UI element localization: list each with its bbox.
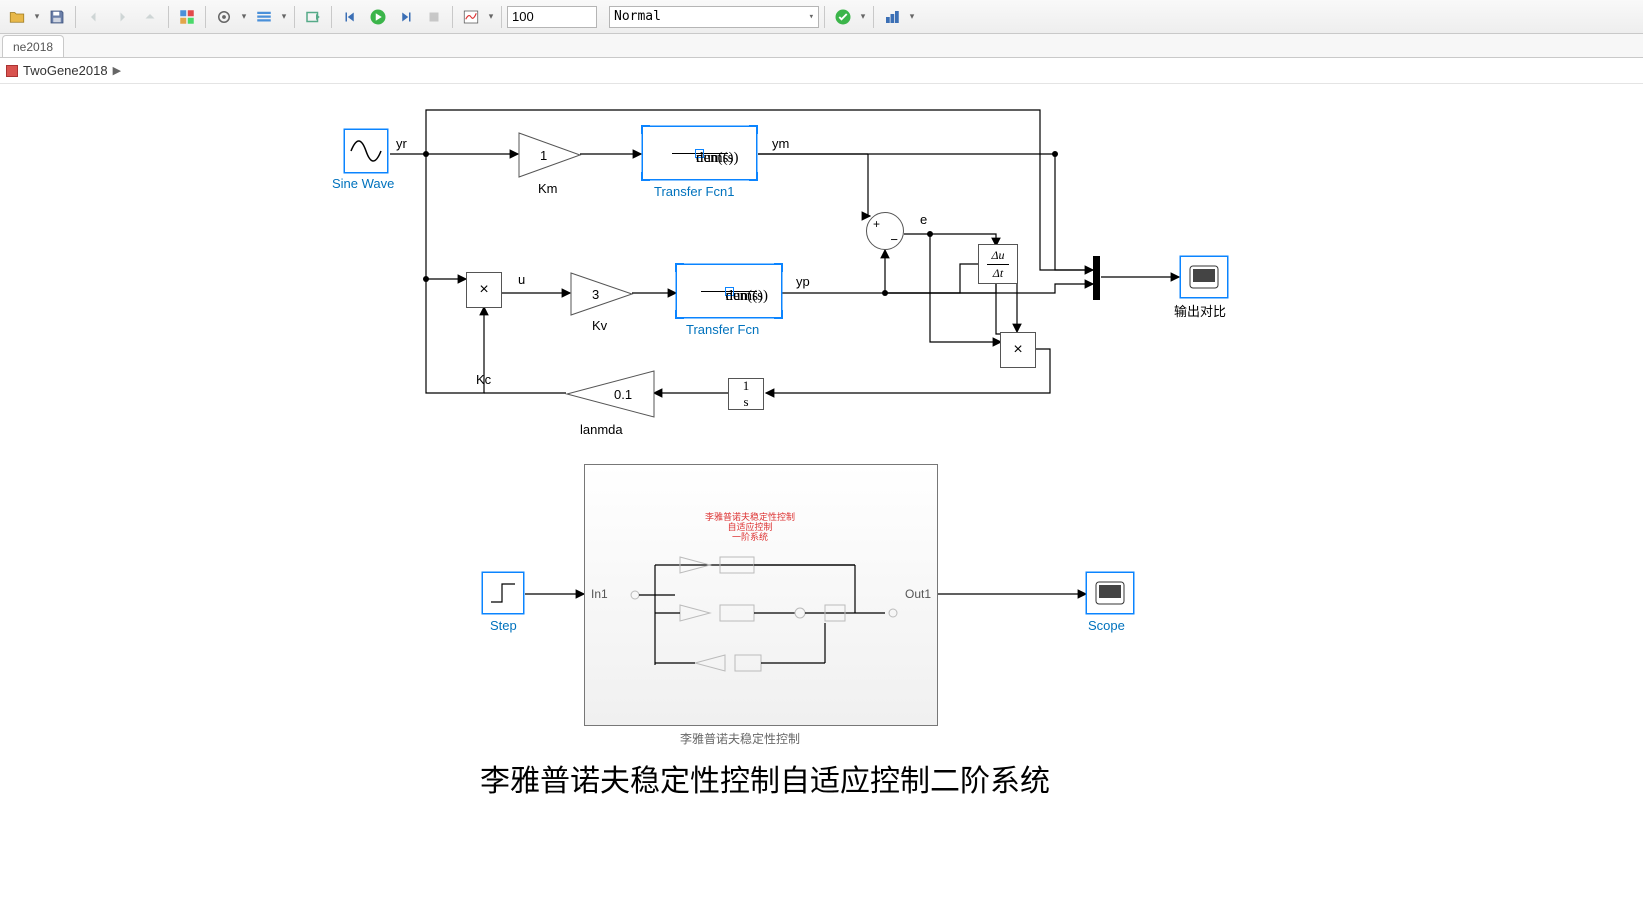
crumb-model[interactable]: TwoGene2018 [23, 63, 108, 78]
tab-label: ne2018 [13, 40, 53, 54]
label-tf: Transfer Fcn [686, 322, 759, 337]
model-explorer-icon[interactable] [251, 4, 277, 30]
page-title: 李雅普诺夫稳定性控制自适应控制二阶系统 [480, 756, 1050, 800]
block-sum[interactable]: + − [866, 212, 904, 250]
block-scope1[interactable] [1180, 256, 1228, 298]
data-inspector-icon[interactable] [458, 4, 484, 30]
integ-den: s [743, 394, 748, 410]
block-product2[interactable]: × [1000, 332, 1036, 368]
sim-mode-value: Normal [614, 9, 661, 24]
label-kc: Kc [476, 372, 491, 387]
label-scope2: Scope [1088, 618, 1125, 633]
open-dropdown[interactable]: ▾ [32, 11, 42, 22]
label-step: Step [490, 618, 517, 633]
up-icon[interactable] [137, 4, 163, 30]
update-diagram-icon[interactable] [300, 4, 326, 30]
signal-ym: ym [772, 136, 789, 151]
tab-model[interactable]: ne2018 [2, 35, 64, 57]
block-gain-kv[interactable]: 3 [570, 272, 634, 321]
breadcrumb: TwoGene2018 ▶ [0, 58, 1643, 84]
save-icon[interactable] [44, 4, 70, 30]
label-scope1: 输出对比 [1174, 301, 1226, 320]
block-mux[interactable] [1093, 256, 1100, 300]
open-icon[interactable] [4, 4, 30, 30]
block-transfer-fcn1[interactable]: num(s) den(s) [642, 126, 757, 180]
signal-u: u [518, 272, 525, 287]
block-transfer-fcn[interactable]: num(s) den(s) [676, 264, 782, 318]
build-icon[interactable] [879, 4, 905, 30]
back-icon[interactable] [81, 4, 107, 30]
sum-plus: + [873, 217, 880, 231]
product2-symbol: × [1013, 341, 1022, 359]
signal-yp: yp [796, 274, 810, 289]
svg-text:3: 3 [592, 287, 599, 302]
forward-icon[interactable] [109, 4, 135, 30]
deriv-top: Δu [991, 248, 1004, 263]
block-sine-wave[interactable] [344, 129, 388, 173]
block-subsystem[interactable]: In1 Out1 李雅普诺夫稳定性控制 自适应控制 一阶系统 [584, 464, 938, 726]
label-sine-wave: Sine Wave [332, 176, 394, 191]
integ-num: 1 [743, 378, 750, 394]
svg-text:1: 1 [540, 148, 547, 163]
deriv-bot: Δt [993, 266, 1003, 281]
step-forward-icon[interactable] [393, 4, 419, 30]
run-icon[interactable] [365, 4, 391, 30]
model-icon [6, 65, 18, 77]
block-scope2[interactable] [1086, 572, 1134, 614]
signal-yr: yr [396, 136, 407, 151]
label-subsystem: 李雅普诺夫稳定性控制 [680, 730, 800, 747]
explorer-dropdown[interactable]: ▾ [279, 11, 289, 22]
block-integrator[interactable]: 1 s [728, 378, 764, 410]
model-config-icon[interactable] [211, 4, 237, 30]
tf-den: den(s) [725, 287, 734, 296]
label-kv: Kv [592, 318, 607, 333]
sum-minus: − [890, 232, 898, 247]
label-tf1: Transfer Fcn1 [654, 184, 734, 199]
block-step[interactable] [482, 572, 524, 614]
signal-e: e [920, 212, 927, 227]
step-back-icon[interactable] [337, 4, 363, 30]
product1-symbol: × [479, 281, 488, 299]
sim-mode-select[interactable]: Normal ▾ [609, 6, 819, 28]
build-dropdown[interactable]: ▾ [907, 11, 917, 22]
config-dropdown[interactable]: ▾ [239, 11, 249, 22]
block-gain-km[interactable]: 1 [518, 132, 582, 183]
tf1-den: den(s) [695, 149, 704, 158]
advisor-check-icon[interactable] [830, 4, 856, 30]
inspector-dropdown[interactable]: ▾ [486, 11, 496, 22]
chevron-right-icon: ▶ [113, 64, 121, 77]
stop-icon[interactable] [421, 4, 447, 30]
library-browser-icon[interactable] [174, 4, 200, 30]
model-canvas[interactable]: Sine Wave yr 1 Km num(s) den(s) Transfer… [0, 84, 1643, 924]
block-derivative[interactable]: Δu Δt [978, 244, 1018, 284]
stoptime-input[interactable] [507, 6, 597, 28]
advisor-dropdown[interactable]: ▾ [858, 11, 868, 22]
tab-strip: ne2018 [0, 34, 1643, 58]
label-km: Km [538, 181, 558, 196]
svg-text:0.1: 0.1 [614, 387, 632, 402]
label-lanmda: lanmda [580, 422, 623, 437]
toolbar: ▾ ▾ ▾ ▾ Normal ▾ ▾ ▾ [0, 0, 1643, 34]
block-gain-lanmda[interactable]: 0.1 [566, 370, 656, 423]
block-product1[interactable]: × [466, 272, 502, 308]
